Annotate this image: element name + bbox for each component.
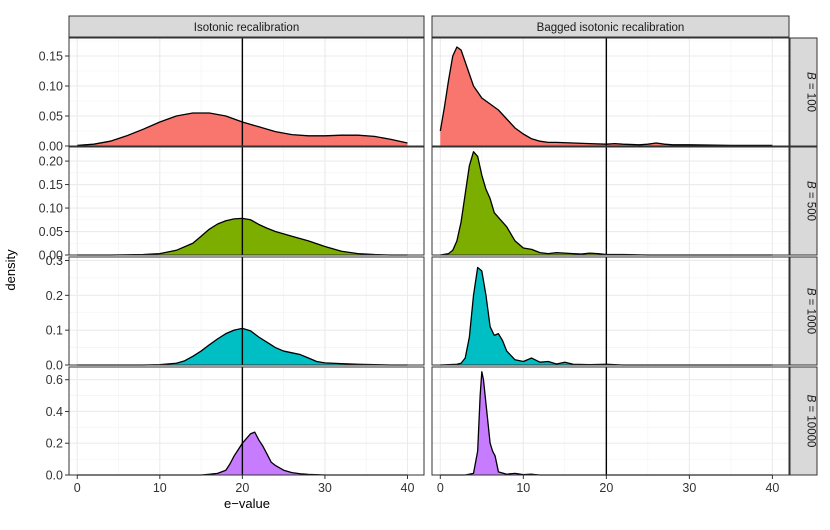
facet-panel — [431, 366, 790, 476]
panel-border — [431, 37, 790, 147]
panel-border — [68, 366, 425, 476]
row-strip-label: B = 1000 — [805, 288, 817, 334]
y-tick-label: 0.0 — [46, 469, 63, 483]
density-line — [77, 327, 408, 366]
facet-panel — [431, 146, 790, 256]
y-tick-label: 0.2 — [46, 289, 63, 303]
y-tick-label: 0.05 — [39, 110, 63, 124]
facet-panel — [431, 256, 790, 366]
y-tick-label: 0.1 — [46, 324, 63, 338]
x-tick-label: 0 — [437, 481, 444, 495]
row-strip-label: B = 500 — [805, 181, 817, 221]
row-strip — [789, 256, 818, 366]
x-tick-label: 10 — [153, 481, 167, 495]
facet-panel — [68, 256, 425, 366]
panel-border — [431, 256, 790, 366]
y-tick-label: 0.15 — [39, 50, 63, 64]
x-tick-label: 40 — [401, 481, 415, 495]
y-tick-label: 0.00 — [39, 249, 63, 263]
row-strip — [789, 37, 818, 147]
panel-border — [68, 37, 425, 147]
y-tick-label: 0.00 — [39, 140, 63, 154]
x-tick-label: 0 — [74, 481, 81, 495]
row-strip-label: B = 100 — [805, 72, 817, 112]
x-tick-label: 30 — [682, 481, 696, 495]
density-line — [440, 151, 773, 256]
x-tick-label: 10 — [516, 481, 530, 495]
x-tick-label: 30 — [318, 481, 332, 495]
x-tick-label: 40 — [765, 481, 779, 495]
axes-layer: 0.000.050.100.150.000.050.100.150.200.00… — [39, 50, 780, 496]
facet-panel — [68, 366, 425, 476]
density-area — [440, 151, 773, 255]
y-tick-label: 0.4 — [46, 405, 63, 419]
facet-panel — [431, 37, 790, 147]
facet-panel — [68, 146, 425, 256]
y-tick-label: 0.2 — [46, 437, 63, 451]
column-strip-label: Bagged isotonic recalibration — [537, 22, 685, 34]
row-strip-label: B = 10000 — [805, 395, 817, 448]
x-axis-label: e−value — [224, 496, 270, 511]
density-line — [440, 266, 773, 366]
y-tick-label: 0.10 — [39, 80, 63, 94]
y-tick-label: 0.0 — [46, 359, 63, 373]
density-line — [77, 431, 408, 476]
column-strip-label: Isotonic recalibration — [194, 22, 299, 34]
density-line — [77, 217, 408, 256]
y-tick-label: 0.15 — [39, 178, 63, 192]
column-strip — [431, 15, 790, 38]
density-area — [440, 47, 773, 146]
x-tick-label: 20 — [599, 481, 613, 495]
density-line — [439, 46, 773, 147]
y-tick-label: 0.10 — [39, 202, 63, 216]
y-tick-label: 0.20 — [39, 155, 63, 169]
panel-border — [431, 146, 790, 256]
y-axis-label: density — [3, 249, 18, 291]
panel-border — [68, 256, 425, 366]
x-tick-label: 20 — [235, 481, 249, 495]
panel-border — [431, 366, 790, 476]
panel-grid: Isotonic recalibration Bagged isotonic re… — [68, 15, 818, 476]
facet-panel — [68, 37, 425, 147]
row-strip — [789, 146, 818, 256]
row-strip — [789, 366, 818, 476]
y-tick-label: 0.6 — [46, 373, 63, 387]
density-area — [440, 267, 773, 365]
column-strip — [68, 15, 425, 38]
y-tick-label: 0.3 — [46, 254, 63, 268]
y-tick-label: 0.05 — [39, 225, 63, 239]
panel-border — [68, 146, 425, 256]
